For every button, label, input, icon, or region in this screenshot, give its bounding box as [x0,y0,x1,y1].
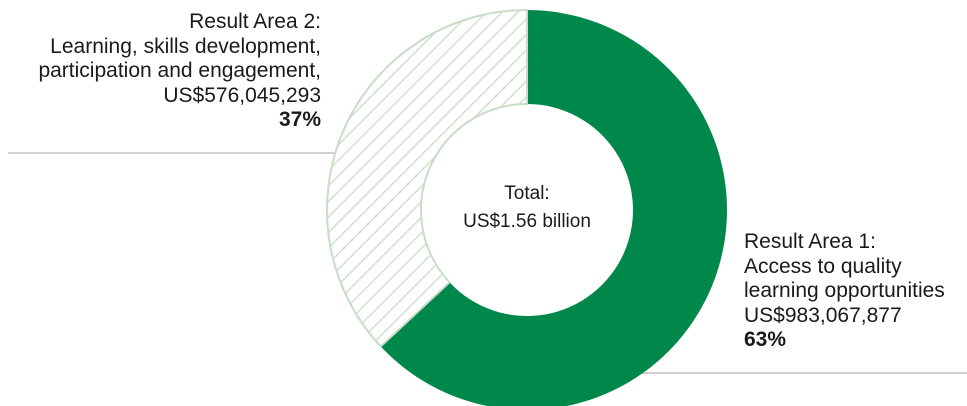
slice-label-percent: 63% [744,328,787,351]
donut-center-label: Total: US$1.56 billion [427,180,627,236]
slice-label-name-line: learning opportunities [744,279,945,302]
donut-slice-result-area-2 [326,8,528,348]
center-label-line-2: US$1.56 billion [463,211,591,232]
slice-label-result-area-2: Result Area 2: Learning, skills developm… [38,10,321,133]
slice-label-percent: 37% [278,108,321,131]
slice-label-name-line: Access to quality [744,254,902,278]
donut-slices [326,8,727,406]
donut-slice-result-area-1 [380,10,727,406]
slice-label-amount: US$576,045,293 [163,83,321,107]
slice-label-name-line: participation and engagement, [38,59,321,82]
slice-label-amount: US$983,067,877 [744,303,902,327]
slice-label-result-area-1: Result Area 1: Access to quality learnin… [744,230,945,353]
center-label-line-1: Total: [504,183,550,204]
slice-label-name-line: Learning, skills development, [50,34,321,58]
slice-label-title: Result Area 1: [744,230,876,253]
slice-label-title: Result Area 2: [189,10,321,33]
